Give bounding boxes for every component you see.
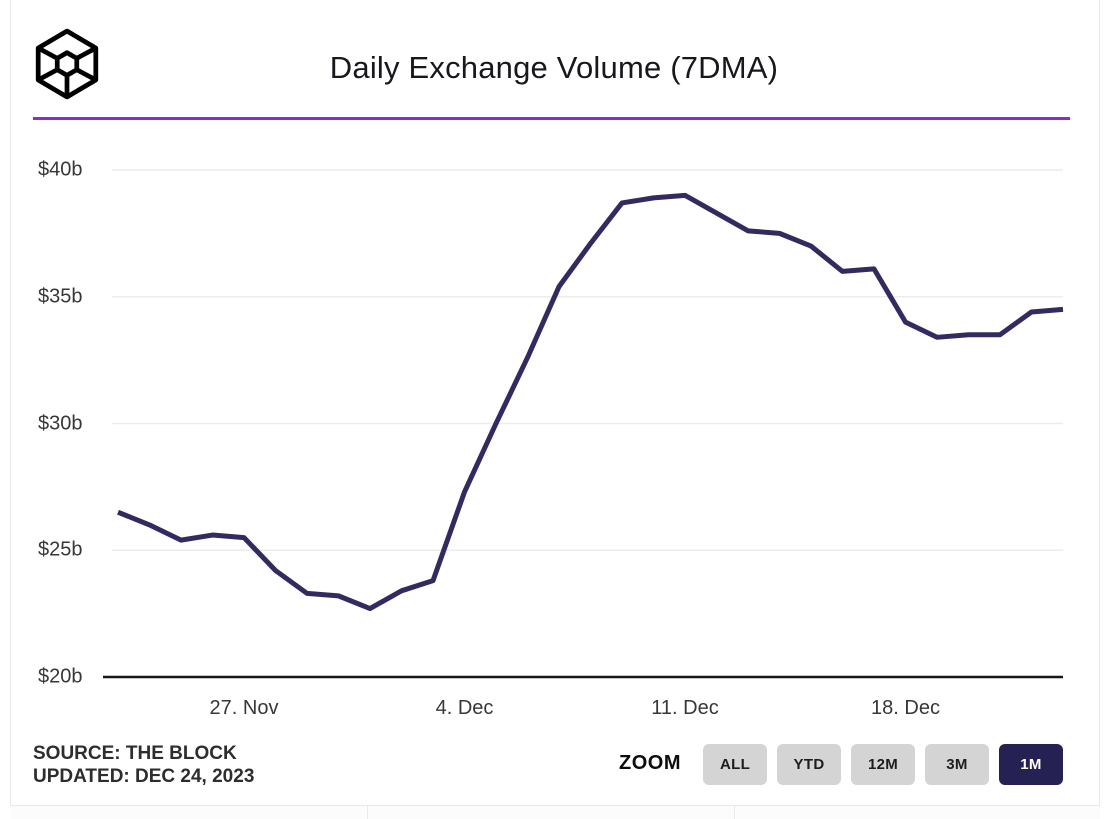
source-attribution: SOURCE: THE BLOCK UPDATED: DEC 24, 2023 xyxy=(33,742,254,788)
x-axis-tick-label: 4. Dec xyxy=(435,697,494,719)
y-axis-tick-label: $40b xyxy=(38,158,83,181)
x-axis-tick-label: 11. Dec xyxy=(651,697,719,719)
zoom-button-group: ALL YTD 12M 3M 1M xyxy=(703,744,1063,785)
zoom-button-12m[interactable]: 12M xyxy=(851,744,915,785)
zoom-button-1m[interactable]: 1M xyxy=(999,744,1063,785)
y-axis-tick-label: $25b xyxy=(38,538,83,561)
volume-series-line xyxy=(117,192,1064,612)
table-cell-divider xyxy=(734,806,735,819)
the-block-logo-icon xyxy=(35,28,99,100)
page-title: Daily Exchange Volume (7DMA) xyxy=(329,50,779,85)
updated-text: UPDATED: DEC 24, 2023 xyxy=(33,766,255,787)
card-bottom-border xyxy=(10,805,1100,819)
chart-area: $20b $25b $30b $35b $40b 27. Nov 4. Dec 11. Dec… xyxy=(38,158,1064,719)
y-axis-tick-label: $20b xyxy=(38,665,83,688)
zoom-button-all[interactable]: ALL xyxy=(703,744,767,785)
volume-line-chart xyxy=(103,169,1064,679)
x-axis-tick-label: 18. Dec xyxy=(871,697,940,719)
accent-divider xyxy=(33,117,1070,120)
y-axis-tick-label: $35b xyxy=(38,285,83,308)
zoom-button-ytd[interactable]: YTD xyxy=(777,744,841,785)
y-axis-tick-label: $30b xyxy=(38,412,83,434)
source-text: SOURCE: THE BLOCK xyxy=(33,743,237,764)
x-axis-tick-label: 27. Nov xyxy=(209,697,279,719)
zoom-button-3m[interactable]: 3M xyxy=(925,744,989,785)
table-cell-divider xyxy=(367,806,368,819)
zoom-label: ZOOM xyxy=(619,752,681,774)
